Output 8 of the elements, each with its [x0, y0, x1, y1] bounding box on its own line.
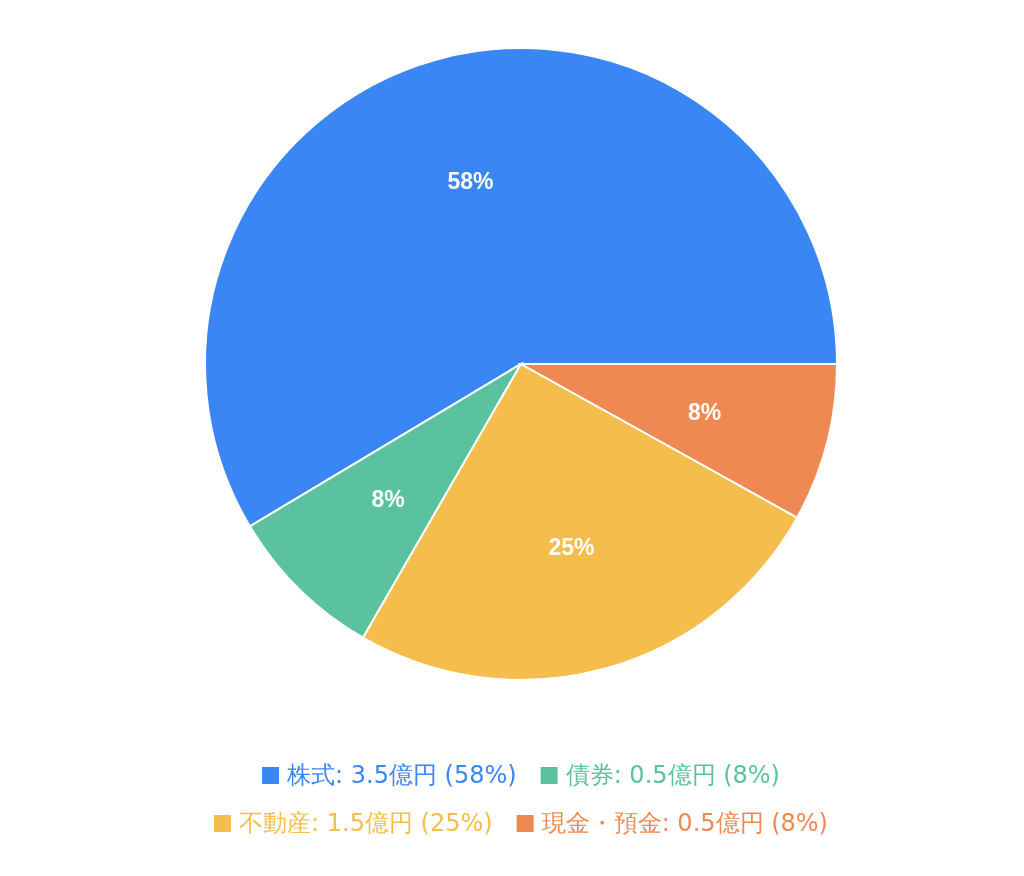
data-label: 8%	[371, 486, 405, 513]
data-label: 25%	[548, 533, 595, 560]
data-label: 8%	[687, 398, 722, 425]
legend-label: 現金・預金: 0.5億円 (8%)	[541, 809, 828, 838]
legend-label: 債券: 0.5億円 (8%)	[565, 761, 780, 790]
legend-label: 株式: 3.5億円 (58%)	[286, 761, 517, 790]
data-label: 58%	[447, 168, 494, 195]
legend-label: 不動産: 1.5億円 (25%)	[239, 809, 493, 838]
